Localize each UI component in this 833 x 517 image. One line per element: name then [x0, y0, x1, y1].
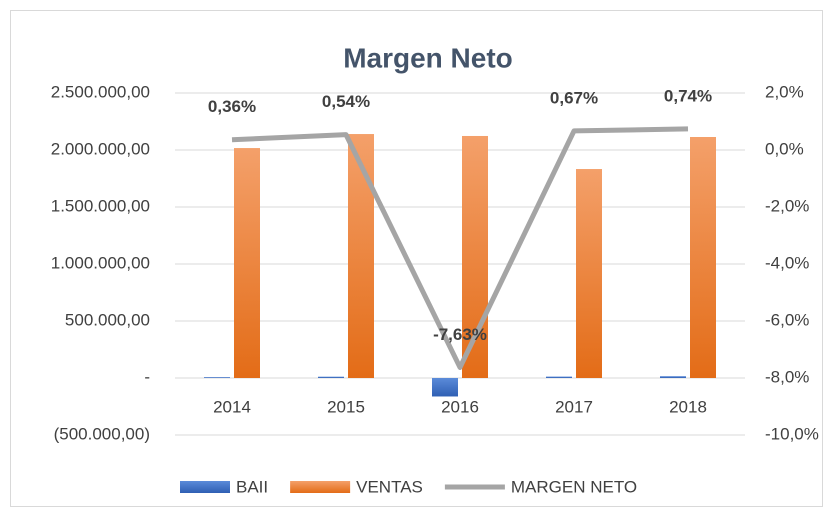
data-label: 0,74% [664, 86, 712, 105]
legend-label: VENTAS [356, 477, 423, 496]
bar [576, 169, 602, 378]
legend-label: BAII [236, 477, 268, 496]
bar [318, 376, 344, 378]
data-label: 0,67% [550, 88, 598, 107]
bar [204, 377, 230, 378]
y-tick-label: 1.500.000,00 [51, 196, 150, 215]
y-tick-label: - [144, 367, 150, 386]
data-label: 0,36% [208, 97, 256, 116]
y-tick-label: (500.000,00) [54, 424, 150, 443]
legend-swatch [180, 481, 230, 493]
data-label: 0,54% [322, 92, 370, 111]
bar [660, 376, 686, 378]
bar [690, 137, 716, 378]
y2-tick-label: -8,0% [765, 367, 809, 386]
y2-tick-label: -4,0% [765, 253, 809, 272]
y2-tick-label: -10,0% [765, 424, 819, 443]
x-tick-label: 2014 [213, 397, 251, 416]
x-tick-label: 2015 [327, 397, 365, 416]
x-tick-label: 2017 [555, 397, 593, 416]
y2-tick-label: 0,0% [765, 139, 804, 158]
bar [348, 134, 374, 378]
x-tick-label: 2018 [669, 397, 707, 416]
y2-tick-label: 2,0% [765, 82, 804, 101]
line [231, 126, 689, 370]
y-tick-label: 500.000,00 [65, 310, 150, 329]
x-tick-label: 2016 [441, 397, 479, 416]
chart-title: Margen Neto [343, 42, 513, 73]
y-tick-label: 1.000.000,00 [51, 253, 150, 272]
bar [546, 376, 572, 378]
legend-swatch [290, 481, 351, 493]
y-tick-label: 2.500.000,00 [51, 82, 150, 101]
y-tick-label: 2.000.000,00 [51, 139, 150, 158]
bar [432, 378, 458, 397]
data-label: -7,63% [433, 325, 487, 344]
legend-label: MARGEN NETO [511, 477, 637, 496]
y2-tick-label: -2,0% [765, 196, 809, 215]
y2-tick-label: -6,0% [765, 310, 809, 329]
bar [234, 148, 260, 378]
